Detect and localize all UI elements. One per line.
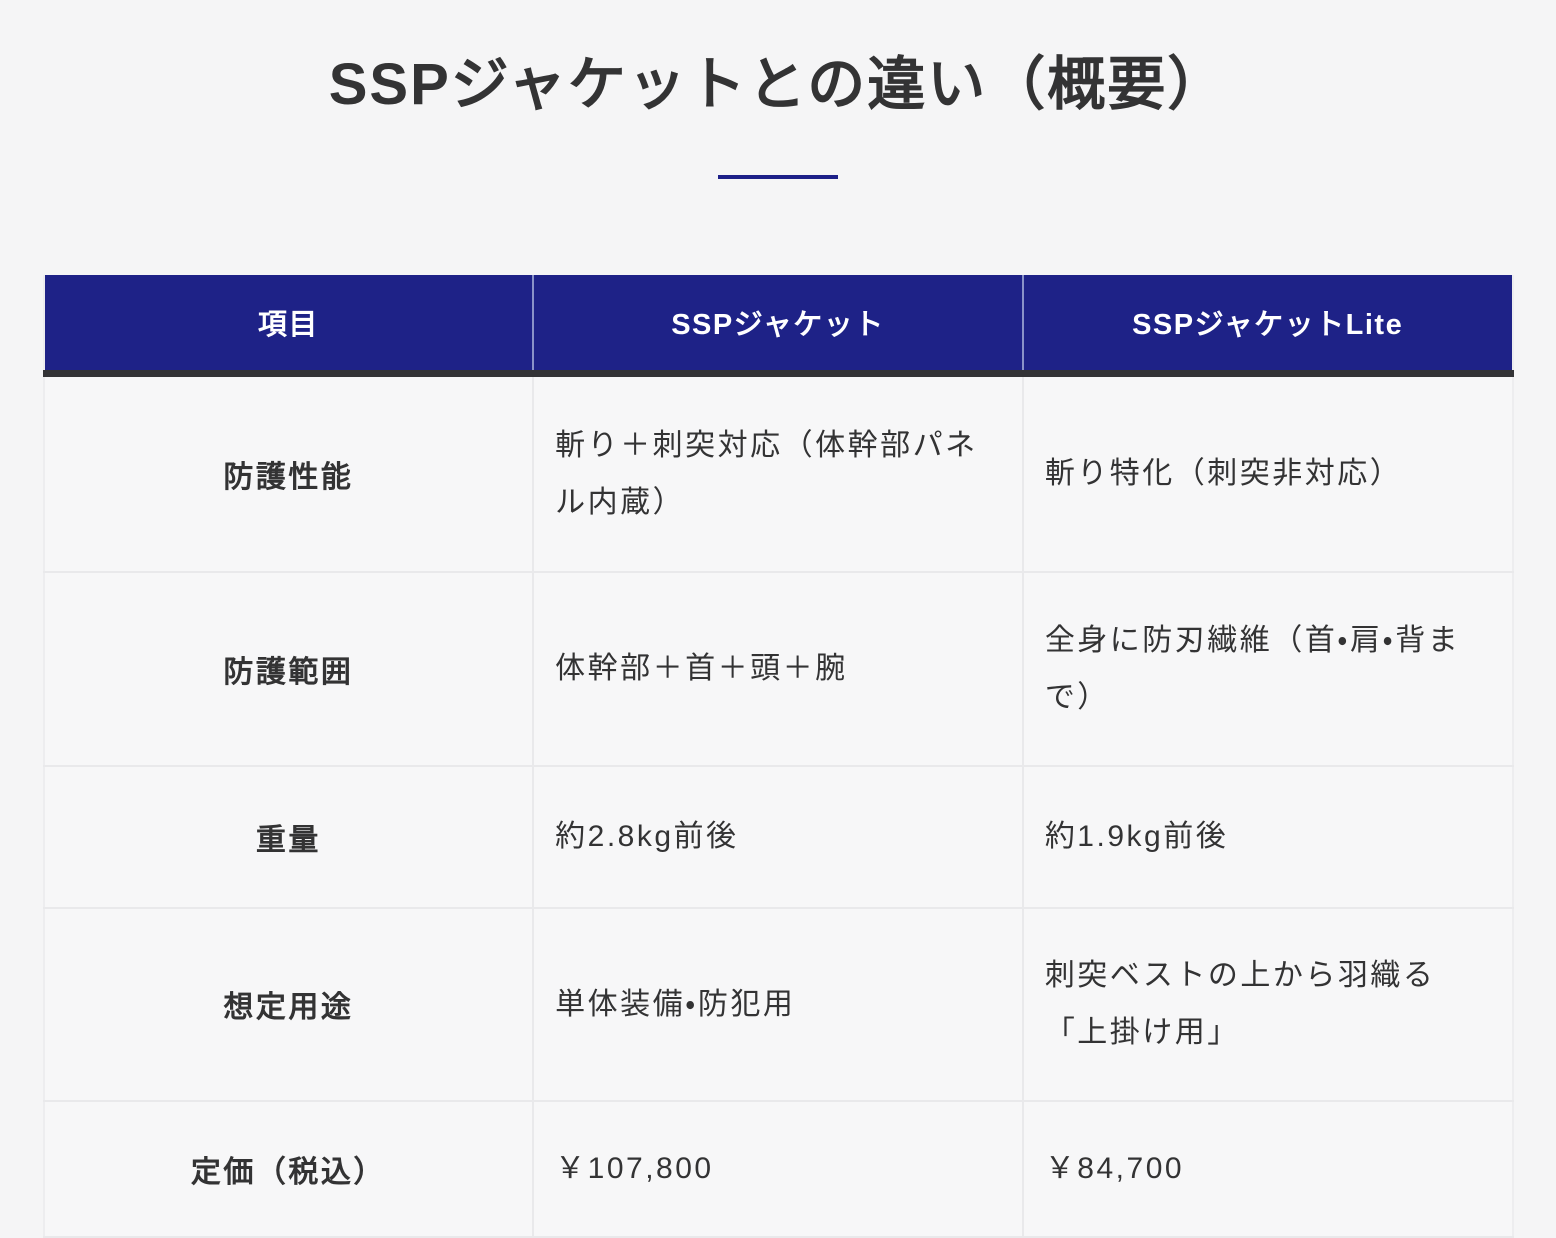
cell-value: 約1.9kg前後 bbox=[1021, 765, 1513, 909]
cell-value: 刺突ベストの上から羽織る「上掛け用」 bbox=[1021, 907, 1513, 1102]
cell-value: 単体装備・防犯用 bbox=[532, 907, 1023, 1102]
cell-value: 約2.8kg前後 bbox=[532, 765, 1023, 909]
cell-value: 体幹部＋首＋頭＋腕 bbox=[532, 571, 1023, 767]
title-underline-divider bbox=[718, 174, 838, 179]
column-header-ssp-jacket-lite: SSPジャケットLite bbox=[1021, 274, 1513, 377]
table-row: 防護範囲 体幹部＋首＋頭＋腕 全身に防刃繊維（首・肩・背まで） bbox=[43, 571, 1513, 767]
table-row: 想定用途 単体装備・防犯用 刺突ベストの上から羽織る「上掛け用」 bbox=[43, 907, 1513, 1102]
row-label: 想定用途 bbox=[43, 907, 534, 1102]
table-row: 重量 約2.8kg前後 約1.9kg前後 bbox=[43, 765, 1513, 909]
column-header-ssp-jacket: SSPジャケット bbox=[532, 274, 1023, 377]
row-label: 防護性能 bbox=[43, 373, 534, 573]
cell-value: ￥84,700 bbox=[1021, 1100, 1513, 1238]
cell-value: 斬り特化（刺突非対応） bbox=[1021, 373, 1513, 573]
comparison-table: 項目 SSPジャケット SSPジャケットLite 防護性能 斬り＋刺突対応（体幹… bbox=[42, 274, 1514, 1238]
table-row: 定価（税込） ￥107,800 ￥84,700 bbox=[43, 1100, 1513, 1238]
table-header-row: 項目 SSPジャケット SSPジャケットLite bbox=[43, 274, 1513, 377]
cell-value: 斬り＋刺突対応（体幹部パネル内蔵） bbox=[532, 373, 1023, 573]
row-label: 防護範囲 bbox=[43, 571, 534, 767]
page: SSPジャケットとの違い（概要） 項目 SSPジャケット SSPジャケットLit… bbox=[42, 52, 1514, 1238]
cell-value: 全身に防刃繊維（首・肩・背まで） bbox=[1021, 571, 1513, 767]
row-label: 重量 bbox=[43, 765, 534, 909]
row-label: 定価（税込） bbox=[43, 1100, 534, 1238]
column-header-item: 項目 bbox=[43, 274, 534, 377]
cell-value: ￥107,800 bbox=[532, 1100, 1023, 1238]
page-title: SSPジャケットとの違い（概要） bbox=[328, 52, 1228, 117]
table-row: 防護性能 斬り＋刺突対応（体幹部パネル内蔵） 斬り特化（刺突非対応） bbox=[43, 373, 1513, 573]
